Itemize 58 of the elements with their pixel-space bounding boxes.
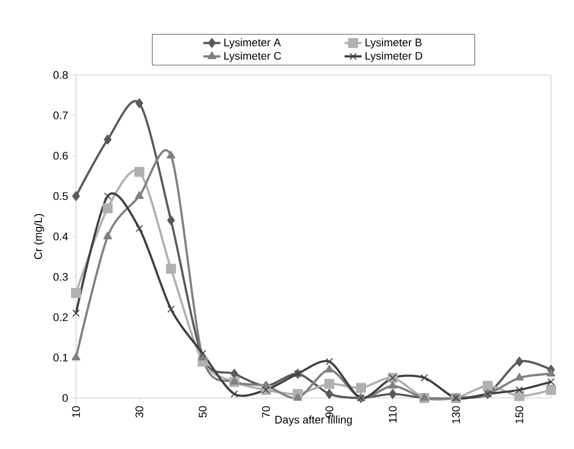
- point: [103, 232, 112, 240]
- point: [198, 352, 208, 360]
- point: [514, 390, 524, 401]
- legend-label: Lysimeter C: [224, 52, 282, 62]
- legend-label: Lysimeter A: [224, 38, 281, 48]
- y-tick-label: 0: [62, 394, 68, 402]
- x-axis-title: Days after filling: [275, 416, 352, 426]
- point: [547, 378, 555, 386]
- x-tick-label: 50: [198, 406, 207, 418]
- point: [134, 191, 144, 199]
- x-tick-label: 150: [515, 406, 524, 424]
- point: [135, 98, 144, 108]
- x-tick-label: 10: [72, 406, 80, 418]
- point: [230, 390, 238, 398]
- point: [325, 388, 334, 399]
- point: [546, 384, 556, 395]
- point: [356, 382, 366, 393]
- point: [420, 374, 428, 382]
- point: [514, 372, 524, 381]
- y-tick-label: 0.5: [53, 192, 68, 200]
- point: [72, 191, 80, 202]
- point: [482, 380, 493, 391]
- point: [199, 350, 206, 358]
- y-tick-label: 0.3: [53, 272, 68, 281]
- point: [388, 388, 397, 399]
- point: [324, 378, 334, 389]
- y-tick-label: 0.7: [53, 111, 68, 120]
- point: [71, 288, 81, 298]
- point: [293, 393, 302, 401]
- point: [72, 310, 80, 317]
- point: [166, 264, 176, 274]
- point: [388, 380, 398, 389]
- point: [134, 166, 144, 177]
- x-tick-label: 70: [262, 406, 270, 418]
- point: [324, 364, 334, 372]
- point: [515, 356, 524, 367]
- point: [136, 224, 144, 232]
- x-tick-label: 30: [135, 406, 144, 418]
- y-tick-label: 0.8: [53, 71, 68, 79]
- x-tick-label: 110: [388, 406, 397, 422]
- point: [102, 203, 113, 214]
- point: [72, 352, 80, 360]
- y-tick-label: 0.4: [53, 232, 68, 240]
- point: [166, 150, 176, 158]
- x-tick-label: 130: [452, 406, 460, 424]
- legend-label: Lysimeter B: [366, 38, 422, 48]
- legend-label: Lysimeter D: [366, 52, 422, 62]
- point: [516, 386, 524, 394]
- point: [546, 368, 556, 376]
- point: [104, 134, 112, 145]
- point: [326, 358, 334, 366]
- y-tick-label: 0.2: [53, 313, 68, 322]
- point: [167, 305, 175, 313]
- x-tick-label: 90: [325, 406, 334, 418]
- y-tick-label: 0.6: [53, 152, 68, 160]
- y-axis-title: Cr (mg/L): [34, 214, 44, 260]
- y-tick-label: 0.1: [53, 354, 68, 362]
- point: [167, 215, 175, 226]
